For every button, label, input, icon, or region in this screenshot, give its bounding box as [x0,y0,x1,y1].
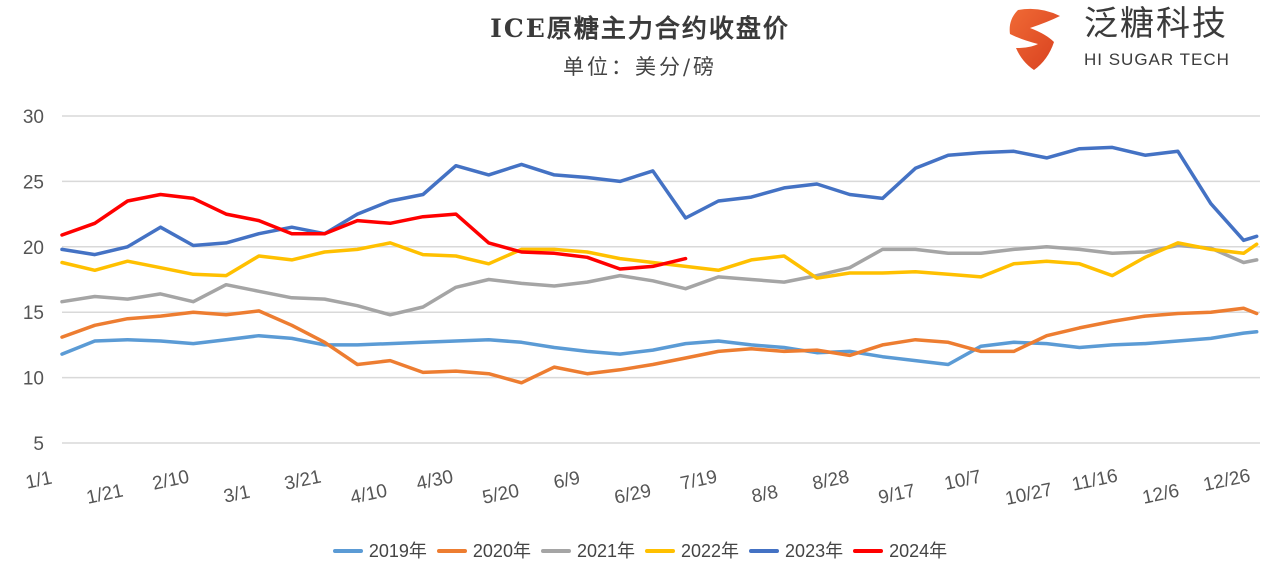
x-tick-label: 10/27 [1003,479,1054,509]
legend-item: 2019年 [332,540,427,562]
y-tick-label: 25 [23,172,44,193]
y-tick-label: 20 [23,238,44,259]
x-tick-label: 8/8 [750,482,780,508]
brand-logo: 泛糖科技 HI SUGAR TECH [1000,4,1276,78]
x-tick-label: 7/19 [679,467,720,495]
x-tick-label: 1/21 [85,481,126,509]
y-tick-label: 10 [23,369,44,390]
series-lines [60,145,1259,385]
series-line-2020 [60,306,1259,385]
legend-item: 2023年 [749,540,843,562]
legend-label: 2019年 [368,541,427,561]
series-line-2024 [60,192,688,271]
legend-item: 2024年 [853,540,947,562]
legend-label: 2021年 [576,541,635,561]
x-tick-label: 6/9 [552,468,582,494]
legend-label: 2023年 [785,541,844,561]
chart-title: ICE原糖主力合约收盘价 [490,14,790,43]
legend-item: 2020年 [436,540,531,562]
x-axis-ticks: 1/1 1/21 2/10 3/1 3/21 4/10 4/30 5/20 6/9 6/29 7/1… [24,465,1253,509]
x-tick-label: 6/29 [613,481,654,509]
x-tick-label: 3/1 [222,482,252,508]
legend: 2019年 2020年 2021年 2022年 2023年 2024年 [0,540,1280,562]
x-tick-label: 12/26 [1201,465,1252,495]
y-axis-ticks: 5 10 15 20 25 30 [23,107,44,455]
x-tick-label: 11/16 [1070,466,1119,496]
y-tick-label: 15 [23,303,44,324]
legend-label: 2020年 [472,541,531,561]
legend-label: 2022年 [681,541,740,561]
x-tick-label: 8/28 [811,467,852,495]
series-line-2019 [60,330,1259,367]
series-line-2023 [60,145,1259,257]
series-line-2022 [60,241,1259,280]
x-tick-label: 5/20 [481,481,522,509]
legend-item: 2021年 [540,540,635,562]
grid-lines [62,115,1260,444]
x-tick-label: 9/17 [877,481,918,509]
legend-label: 2024年 [889,541,948,561]
legend-item: 2022年 [645,540,739,562]
legend-swatch [853,549,884,553]
y-tick-label: 5 [33,434,44,455]
x-tick-label: 1/1 [24,468,54,494]
x-tick-label: 4/10 [349,481,390,509]
x-tick-label: 2/10 [151,467,192,495]
x-tick-label: 3/21 [283,467,324,495]
shield-s-logo-icon [1009,8,1060,70]
x-tick-label: 10/7 [943,467,984,495]
legend-swatch [436,549,467,553]
logo-name-cn: 泛糖科技 [1084,4,1228,44]
x-tick-label: 4/30 [415,467,456,495]
legend-swatch [749,549,780,553]
chart-subtitle: 单位：美分/磅 [562,55,718,79]
legend-swatch [645,549,675,553]
legend-swatch [332,549,363,553]
y-tick-label: 30 [23,107,44,128]
x-tick-label: 12/6 [1141,481,1182,509]
series-line-2021 [60,243,1259,317]
legend-swatch [540,549,571,553]
logo-name-en: HI SUGAR TECH [1084,50,1230,69]
